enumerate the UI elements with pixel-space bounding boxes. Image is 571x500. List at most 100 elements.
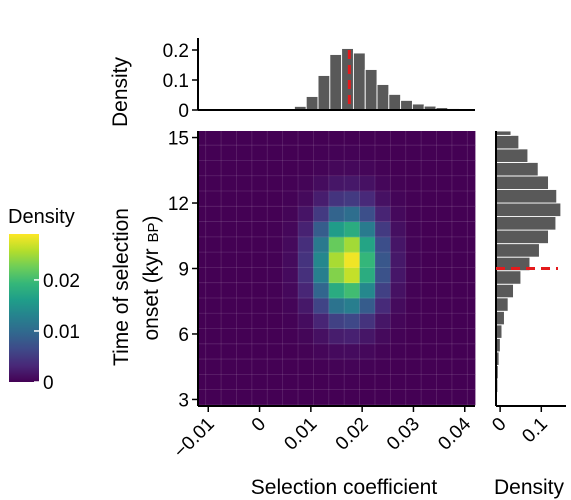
heatmap-x-ticks: −0.01 0 0.01 0.02 0.03 0.04 [170, 406, 476, 463]
heatmap-x-tick-label: −0.01 [170, 414, 219, 463]
heatmap-x-tick-label: 0.03 [383, 414, 424, 455]
heatmap-cell [298, 328, 314, 345]
top-histogram-bar [376, 84, 390, 111]
heatmap-cell [421, 297, 437, 314]
heatmap-cell [298, 131, 314, 146]
heatmap-cell [267, 267, 284, 284]
heatmap-cell [221, 252, 237, 268]
heatmap-y-ticks: 3 6 9 12 15 [168, 129, 198, 411]
heatmap-cell [313, 160, 330, 177]
heatmap-x-tick-label: 0.02 [332, 414, 373, 455]
heatmap-cell [221, 343, 237, 360]
heatmap-cell [436, 145, 453, 161]
right-histogram-bar [495, 283, 514, 299]
heatmap-cell [421, 374, 437, 391]
heatmap-cell [298, 359, 314, 375]
heatmap-cell [236, 236, 253, 253]
heatmap-cell [359, 131, 376, 146]
top-histogram-bar [352, 52, 366, 111]
heatmap-cell [267, 206, 284, 222]
heatmap-cell [205, 313, 222, 329]
heatmap-cell [328, 282, 345, 299]
heatmap-cell [236, 313, 253, 329]
heatmap-cell [359, 282, 376, 299]
heatmap-cell [436, 175, 453, 192]
heatmap-cell [251, 389, 268, 406]
heatmap-cell [267, 359, 284, 375]
heatmap-cell [436, 206, 453, 222]
heatmap-cell [282, 389, 299, 406]
heatmap-cell [390, 160, 407, 177]
heatmap-cell [421, 267, 437, 284]
heatmap-cell [282, 252, 299, 268]
heatmap-cell [421, 175, 437, 192]
heatmap-cell [221, 328, 237, 345]
top-histogram-y-axis-title: Density [109, 56, 132, 127]
heatmap-cell [405, 297, 422, 314]
heatmap-cell [359, 313, 376, 329]
heatmap-cell [313, 221, 330, 238]
heatmap-cell [436, 359, 453, 375]
heatmap-cell [467, 206, 476, 222]
heatmap-cell [282, 175, 299, 192]
heatmap-cell [313, 374, 330, 391]
heatmap-cell [467, 252, 476, 268]
heatmap-cell [421, 145, 437, 161]
heatmap-cell [313, 343, 330, 360]
heatmap-cell [405, 145, 422, 161]
heatmap-cell [251, 359, 268, 375]
heatmap-cell [267, 282, 284, 299]
heatmap-cell [205, 131, 222, 146]
heatmap-x-tick-label: 0.01 [280, 414, 321, 455]
heatmap-cell [344, 313, 360, 329]
heatmap-cell [374, 374, 391, 391]
heatmap-cell [374, 252, 391, 268]
heatmap-cell [344, 175, 360, 192]
heatmap-cell [267, 252, 284, 268]
heatmap-cell [390, 221, 407, 238]
heatmap-cell [374, 297, 391, 314]
heatmap-cell [359, 297, 376, 314]
heatmap-cell [298, 282, 314, 299]
heatmap-cell [282, 328, 299, 345]
heatmap-cell [221, 221, 237, 238]
heatmap-cell [344, 252, 360, 268]
heatmap-panel: −0.01 0 0.01 0.02 0.03 0.04 3 6 9 12 15 Selection… [110, 129, 476, 499]
right-histogram-bar [495, 130, 512, 136]
heatmap-cell [282, 236, 299, 253]
heatmap-cell [205, 359, 222, 375]
heatmap-cell [298, 297, 314, 314]
heatmap-x-axis-title: Selection coefficient [251, 476, 438, 499]
heatmap-cell [221, 236, 237, 253]
legend-colorbar [9, 234, 39, 382]
heatmap-cell [344, 236, 360, 253]
heatmap-cell [236, 191, 253, 207]
heatmap-cell [205, 389, 222, 406]
heatmap-cell [451, 191, 468, 207]
heatmap-cell [328, 359, 345, 375]
heatmap-y-tick-label: 12 [168, 194, 189, 215]
heatmap-cell [267, 221, 284, 238]
heatmap-cell [298, 221, 314, 238]
heatmap-cell [298, 343, 314, 360]
heatmap-cell [390, 191, 407, 207]
right-histogram-bar [495, 297, 509, 312]
heatmap-y-axis-title-line1: Time of selection [110, 208, 133, 366]
heatmap-cell [298, 175, 314, 192]
heatmap-cell [436, 343, 453, 360]
heatmap-cell [267, 145, 284, 161]
heatmap-cell [390, 145, 407, 161]
heatmap-cell [298, 236, 314, 253]
heatmap-cell [467, 374, 476, 391]
heatmap-cell [390, 252, 407, 268]
heatmap-cell [359, 175, 376, 192]
heatmap-cell [282, 343, 299, 360]
heatmap-cell [451, 206, 468, 222]
heatmap-cell [451, 175, 468, 192]
heatmap-cell [328, 252, 345, 268]
heatmap-cell [451, 328, 468, 345]
heatmap-cell [421, 282, 437, 299]
heatmap-cell [390, 328, 407, 345]
heatmap-cell [221, 206, 237, 222]
heatmap-cell [451, 297, 468, 314]
